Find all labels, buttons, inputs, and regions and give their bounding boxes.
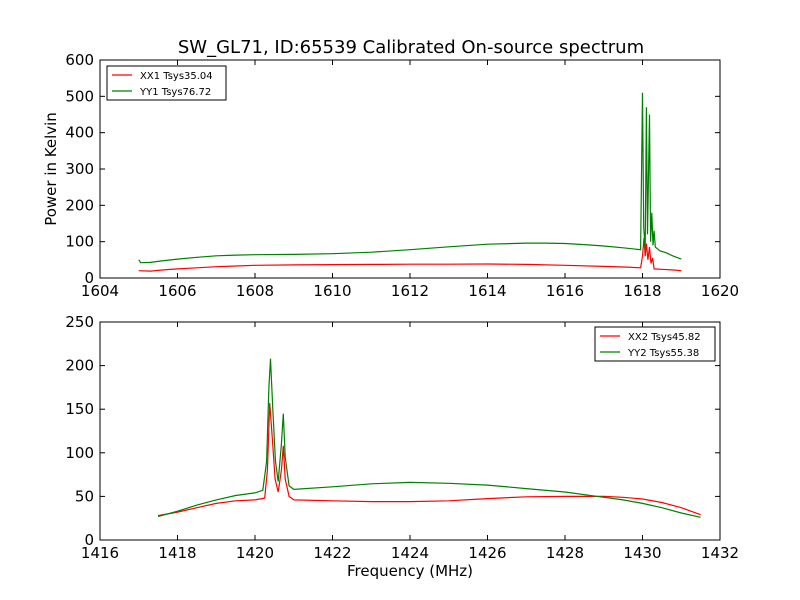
bottom-series-line-2	[157, 358, 701, 518]
top-y-tick-label: 100	[65, 233, 94, 251]
top-x-tick-label: 1616	[546, 282, 584, 300]
bottom-x-tick-label: 1416	[81, 544, 119, 562]
bottom-y-tick-label: 200	[65, 357, 94, 375]
top-y-tick-label: 400	[65, 124, 94, 142]
top-chart-title: SW_GL71, ID:65539 Calibrated On-source s…	[178, 37, 644, 58]
top-axis-ticks: 1604 1606 1608 1610 1612 1614 1616 1618 1620 0 100…	[65, 51, 739, 300]
bottom-x-tick-label: 1424	[391, 544, 429, 562]
top-legend-label: XX1 Tsys35.04	[140, 71, 213, 82]
top-series-line-1	[138, 237, 682, 272]
bottom-legend-box	[594, 326, 716, 362]
top-x-tick-label: 1606	[158, 282, 196, 300]
bottom-x-tick-label: 1432	[701, 544, 739, 562]
top-x-tick-label: 1614	[468, 282, 506, 300]
top-y-axis-label: Power in Kelvin	[42, 112, 60, 226]
top-legend: XX1 Tsys35.04 YY1 Tsys76.72	[106, 65, 227, 101]
bottom-x-tick-label: 1422	[313, 544, 351, 562]
top-y-tick-label: 500	[65, 87, 94, 105]
bottom-y-tick-label: 0	[84, 531, 94, 549]
bottom-legend-label: XX2 Tsys45.82	[628, 332, 701, 343]
bottom-series-lines	[157, 358, 701, 518]
bottom-axis-ticks: 1416 1418 1420 1422 1424 1426 1428 1430 1432 0 50 1…	[65, 313, 739, 562]
top-x-tick-label: 1612	[391, 282, 429, 300]
top-x-tick-label: 1620	[701, 282, 739, 300]
bottom-plot-frame	[99, 321, 721, 541]
top-legend-box	[106, 65, 227, 101]
top-plot-frame	[99, 59, 721, 279]
bottom-y-tick-label: 150	[65, 400, 94, 418]
top-x-tick-label: 1604	[81, 282, 119, 300]
top-x-tick-label: 1618	[623, 282, 661, 300]
bottom-subplot: Frequency (MHz) 1416 1418 1420 1422 1424 1426…	[65, 313, 739, 580]
bottom-y-tick-label: 100	[65, 444, 94, 462]
bottom-x-tick-label: 1428	[546, 544, 584, 562]
top-series-lines	[138, 92, 682, 272]
bottom-y-tick-label: 250	[65, 313, 94, 331]
top-x-tick-label: 1608	[236, 282, 274, 300]
bottom-x-tick-label: 1430	[623, 544, 661, 562]
bottom-x-tick-label: 1426	[468, 544, 506, 562]
bottom-x-axis-label: Frequency (MHz)	[347, 562, 473, 580]
top-y-tick-label: 0	[84, 269, 94, 287]
bottom-x-tick-label: 1418	[158, 544, 196, 562]
top-x-tick-label: 1610	[313, 282, 351, 300]
top-subplot: SW_GL71, ID:65539 Calibrated On-source s…	[42, 37, 739, 300]
top-legend-label: YY1 Tsys76.72	[139, 87, 211, 98]
bottom-series-line-1	[157, 403, 701, 517]
bottom-y-tick-label: 50	[75, 487, 94, 505]
bottom-x-tick-label: 1420	[236, 544, 274, 562]
top-y-tick-label: 600	[65, 51, 94, 69]
top-y-tick-label: 200	[65, 196, 94, 214]
bottom-legend-label: YY2 Tsys55.38	[627, 348, 699, 359]
bottom-legend: XX2 Tsys45.82 YY2 Tsys55.38	[594, 326, 716, 362]
top-series-line-2	[138, 92, 682, 264]
top-y-tick-label: 300	[65, 160, 94, 178]
